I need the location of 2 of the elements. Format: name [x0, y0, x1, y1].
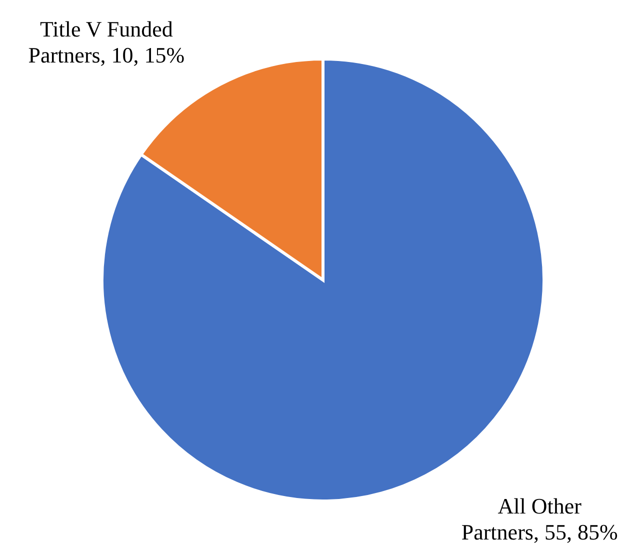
slice-label: Title V Funded Partners, 10, 15% [28, 16, 185, 67]
slice-label: All Other Partners, 55, 85% [461, 493, 618, 544]
